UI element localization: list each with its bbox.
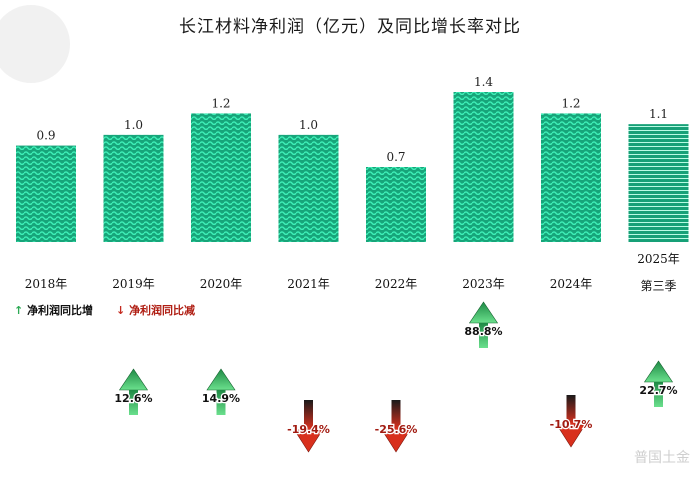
category-label: 2022年: [375, 277, 418, 291]
decrease-arrow-head: [381, 429, 411, 453]
up-arrow-icon: ↑: [14, 304, 24, 317]
down-arrow-icon: ↓: [116, 304, 126, 317]
bar-net-profit: [628, 124, 689, 242]
bar-net-profit: [103, 134, 164, 242]
decrease-arrow-head: [556, 424, 586, 448]
decorative-circle: [0, 5, 70, 83]
increase-arrow-head: [468, 301, 499, 324]
bar-value-label: 0.7: [386, 150, 405, 164]
bar-value-label: 1.2: [211, 96, 230, 110]
bar-net-profit: [453, 92, 514, 242]
increase-arrow-head: [643, 360, 674, 383]
bar-value-label: 1.0: [124, 118, 143, 132]
legend-increase-label: 净利润同比增: [27, 304, 94, 317]
growth-rate-label: -10.7%: [550, 418, 593, 431]
decrease-arrow-head: [293, 429, 324, 453]
category-label: 2019年: [112, 277, 155, 291]
growth-rate-label: -19.4%: [287, 423, 330, 436]
increase-arrow-head: [118, 368, 149, 391]
growth-rate-label: 22.7%: [639, 384, 677, 397]
growth-rate-label: -25.6%: [375, 423, 418, 436]
growth-rate-label: 14.9%: [202, 392, 240, 405]
bar-value-label: 1.4: [474, 75, 493, 89]
legend-decrease: ↓ 净利润同比减: [116, 302, 195, 318]
growth-rate-label: 88.8%: [464, 325, 502, 338]
growth-rate-label: 12.6%: [114, 392, 152, 405]
bar-value-label: 1.0: [299, 118, 318, 132]
category-label: 2024年: [550, 277, 593, 291]
increase-arrow-shaft: [654, 382, 663, 407]
bar-net-profit: [278, 134, 339, 242]
decrease-arrow-shaft: [566, 395, 576, 425]
bar-value-label: 1.2: [561, 96, 580, 110]
bar-net-profit: [191, 113, 251, 242]
legend-decrease-label: 净利润同比减: [129, 304, 196, 317]
bar-net-profit: [366, 167, 426, 242]
increase-arrow-shaft: [479, 323, 488, 348]
increase-arrow-shaft: [216, 390, 226, 415]
bar-net-profit: [541, 113, 601, 242]
bar-net-profit: [16, 145, 76, 242]
category-label: 2021年: [287, 277, 330, 291]
legend-increase: ↑ 净利润同比增: [14, 302, 93, 318]
decrease-arrow-shaft: [391, 400, 401, 430]
category-label: 2025年: [637, 252, 680, 266]
category-label: 2020年: [200, 277, 243, 291]
bar-value-label: 1.1: [649, 107, 668, 121]
increase-arrow-shaft: [129, 390, 138, 415]
decrease-arrow-shaft: [304, 400, 313, 430]
category-label: 第三季: [640, 279, 676, 293]
increase-arrow-head: [206, 368, 236, 391]
watermark: 普国土金: [634, 450, 690, 466]
chart-title: 长江材料净利润（亿元）及同比增长率对比: [179, 17, 521, 37]
category-label: 2023年: [462, 277, 505, 291]
category-label: 2018年: [25, 277, 68, 291]
bar-value-label: 0.9: [36, 129, 55, 143]
